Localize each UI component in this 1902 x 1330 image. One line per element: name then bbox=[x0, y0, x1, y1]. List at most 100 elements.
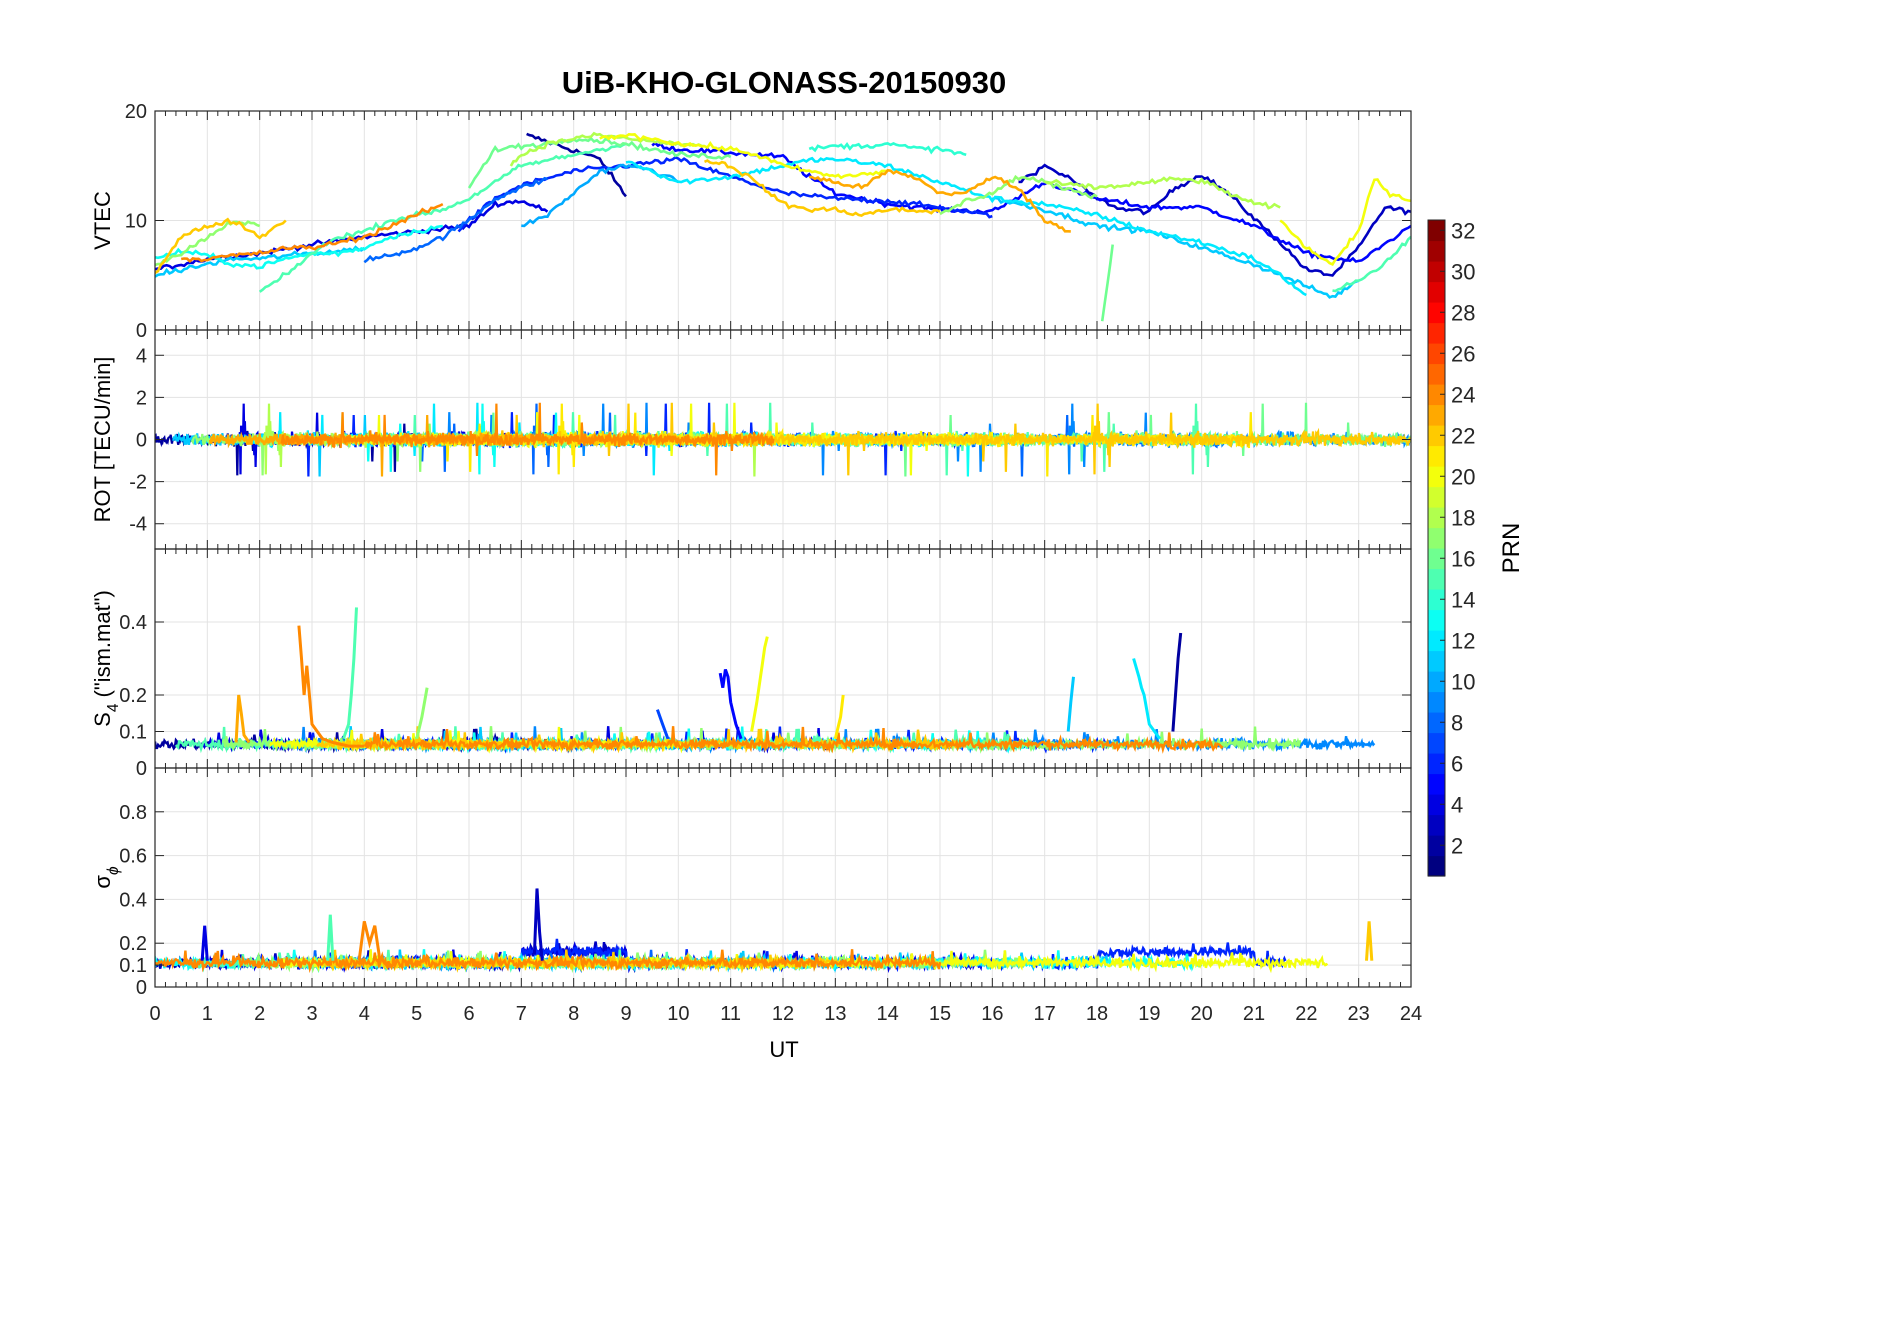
s4-spike-line bbox=[655, 709, 670, 740]
s4-background-line bbox=[363, 726, 1224, 754]
sigma-spike-line bbox=[200, 925, 209, 961]
chart-figure: UiB-KHO-GLONASS-20150930 01020VTEC-4-202… bbox=[90, 65, 1525, 1062]
colorbar-swatch bbox=[1428, 712, 1445, 734]
s4-spike-line bbox=[1171, 632, 1183, 732]
colorbar-swatch bbox=[1428, 773, 1445, 795]
colorbar-frame bbox=[1427, 219, 1446, 877]
colorbar-swatch bbox=[1428, 814, 1445, 836]
series-sigma bbox=[155, 888, 1374, 974]
x-tick-label: 2 bbox=[254, 1003, 265, 1025]
y-tick-label: 0.6 bbox=[119, 846, 147, 868]
colorbar-swatch bbox=[1428, 343, 1445, 365]
colorbar-swatch bbox=[1428, 650, 1445, 672]
sigma-spike-line bbox=[326, 914, 335, 961]
vtec-series-line bbox=[599, 132, 888, 180]
y-tick-label: -2 bbox=[129, 472, 147, 494]
colorbar-swatch bbox=[1428, 281, 1445, 303]
vtec-series-line bbox=[991, 196, 1360, 299]
y-tick-label: 0.1 bbox=[119, 955, 147, 977]
colorbar-swatch bbox=[1428, 753, 1445, 775]
y-tick-label: 0.4 bbox=[119, 612, 147, 634]
y-axis-sigma: 00.10.2 0.4 0.6 0.8 bbox=[119, 802, 1411, 999]
s4-spike-line bbox=[297, 625, 365, 748]
x-ticks-sigma bbox=[154, 768, 1412, 987]
colorbar-swatch bbox=[1428, 486, 1445, 508]
y-tick-label: 4 bbox=[136, 345, 147, 367]
vtec-series-line bbox=[521, 163, 680, 228]
colorbar-swatch bbox=[1428, 794, 1445, 816]
series-vtec bbox=[155, 131, 1411, 322]
panel-s4: 0 0.1 0.2 0.4S4 ("ism.mat") bbox=[90, 548, 1412, 780]
series-rot bbox=[155, 402, 1411, 477]
s4-spike-line bbox=[750, 636, 769, 732]
rot-series-line bbox=[172, 414, 489, 477]
colorbar-swatch bbox=[1428, 527, 1445, 549]
vtec-series-line bbox=[1044, 176, 1281, 210]
colorbar-swatch bbox=[1428, 507, 1445, 529]
s4-spike-line bbox=[1066, 676, 1075, 732]
x-ticks-s4 bbox=[154, 549, 1412, 768]
colorbar-swatch bbox=[1428, 568, 1445, 590]
vtec-series-line bbox=[467, 136, 732, 189]
y-axis-vtec: 0 10 20 bbox=[125, 101, 1411, 342]
colorbar-swatch bbox=[1428, 691, 1445, 713]
colorbar-tick-label: 10 bbox=[1451, 669, 1475, 694]
colorbar-swatch bbox=[1428, 302, 1445, 324]
x-tick-label: 22 bbox=[1295, 1003, 1317, 1025]
x-tick-label: 5 bbox=[411, 1003, 422, 1025]
y-tick-label: 10 bbox=[125, 211, 147, 233]
y-axis-label-s4: S4 ("ism.mat") bbox=[90, 590, 122, 727]
x-tick-label: 24 bbox=[1400, 1003, 1422, 1025]
x-axis-label: UT bbox=[769, 1037, 798, 1062]
colorbar-swatch bbox=[1428, 630, 1445, 652]
x-ticks-vtec bbox=[154, 111, 1412, 330]
y-tick-label: 0.2 bbox=[119, 933, 147, 955]
x-ticks-rot bbox=[154, 330, 1412, 549]
panel-vtec: 0 10 20 VTEC bbox=[90, 101, 1412, 342]
colorbar-tick-label: 12 bbox=[1451, 628, 1475, 653]
vtec-series-line bbox=[258, 142, 627, 293]
colorbar-swatch bbox=[1428, 732, 1445, 754]
colorbar-tick-label: 14 bbox=[1451, 587, 1475, 612]
vtec-series-line bbox=[526, 132, 627, 198]
colorbar-tick-label: 2 bbox=[1451, 833, 1463, 858]
x-tick-label: 16 bbox=[981, 1003, 1003, 1025]
grid-vtec bbox=[155, 111, 1411, 330]
colorbar-swatch bbox=[1428, 671, 1445, 693]
colorbar-tick-label: 22 bbox=[1451, 423, 1475, 448]
colorbar-tick-label: 32 bbox=[1451, 218, 1475, 243]
colorbar-swatch bbox=[1428, 220, 1445, 242]
colorbar-swatch bbox=[1428, 425, 1445, 447]
series-s4 bbox=[155, 607, 1376, 754]
y-axis-label-rot: ROT [TECU/min] bbox=[90, 357, 115, 523]
sigma-background-line bbox=[155, 949, 942, 974]
x-axis: 0 1 2 3 4 5 6 7 8 9 10 11 12 13 14 15 16 17 18 19 20 21 22 23 24 bbox=[149, 1003, 1422, 1025]
y-axis-s4: 0 0.1 0.2 0.4 bbox=[119, 612, 1411, 780]
vtec-series-line bbox=[808, 141, 967, 157]
colorbar-swatch bbox=[1428, 363, 1445, 385]
vtec-series-line bbox=[625, 156, 1307, 297]
x-tick-label: 21 bbox=[1243, 1003, 1265, 1025]
x-tick-label: 10 bbox=[667, 1003, 689, 1025]
vtec-series-line bbox=[363, 176, 548, 264]
vtec-series-line bbox=[704, 159, 941, 217]
y-tick-label: 2 bbox=[136, 387, 147, 409]
y-axis-label-sigma: σϕ bbox=[90, 866, 122, 889]
colorbar-tick-label: 8 bbox=[1451, 710, 1463, 735]
y-tick-label: 20 bbox=[125, 101, 147, 123]
colorbar-swatch bbox=[1428, 609, 1445, 631]
s4-spike-line bbox=[1132, 658, 1162, 740]
colorbar-swatch bbox=[1428, 589, 1445, 611]
x-tick-label: 3 bbox=[306, 1003, 317, 1025]
colorbar-tick-label: 20 bbox=[1451, 464, 1475, 489]
x-tick-label: 19 bbox=[1138, 1003, 1160, 1025]
sigma-spike-line bbox=[532, 888, 544, 961]
rot-series-line bbox=[280, 402, 775, 476]
vtec-series-line bbox=[1279, 178, 1411, 267]
y-tick-label: 0 bbox=[136, 430, 147, 452]
x-tick-label: 23 bbox=[1348, 1003, 1370, 1025]
panel-sigma: 00.10.2 0.4 0.6 0.8 σϕ bbox=[90, 767, 1412, 999]
colorbar-tick-label: 4 bbox=[1451, 792, 1463, 817]
colorbar-swatch bbox=[1428, 855, 1445, 877]
colorbar-swatch bbox=[1428, 445, 1445, 467]
